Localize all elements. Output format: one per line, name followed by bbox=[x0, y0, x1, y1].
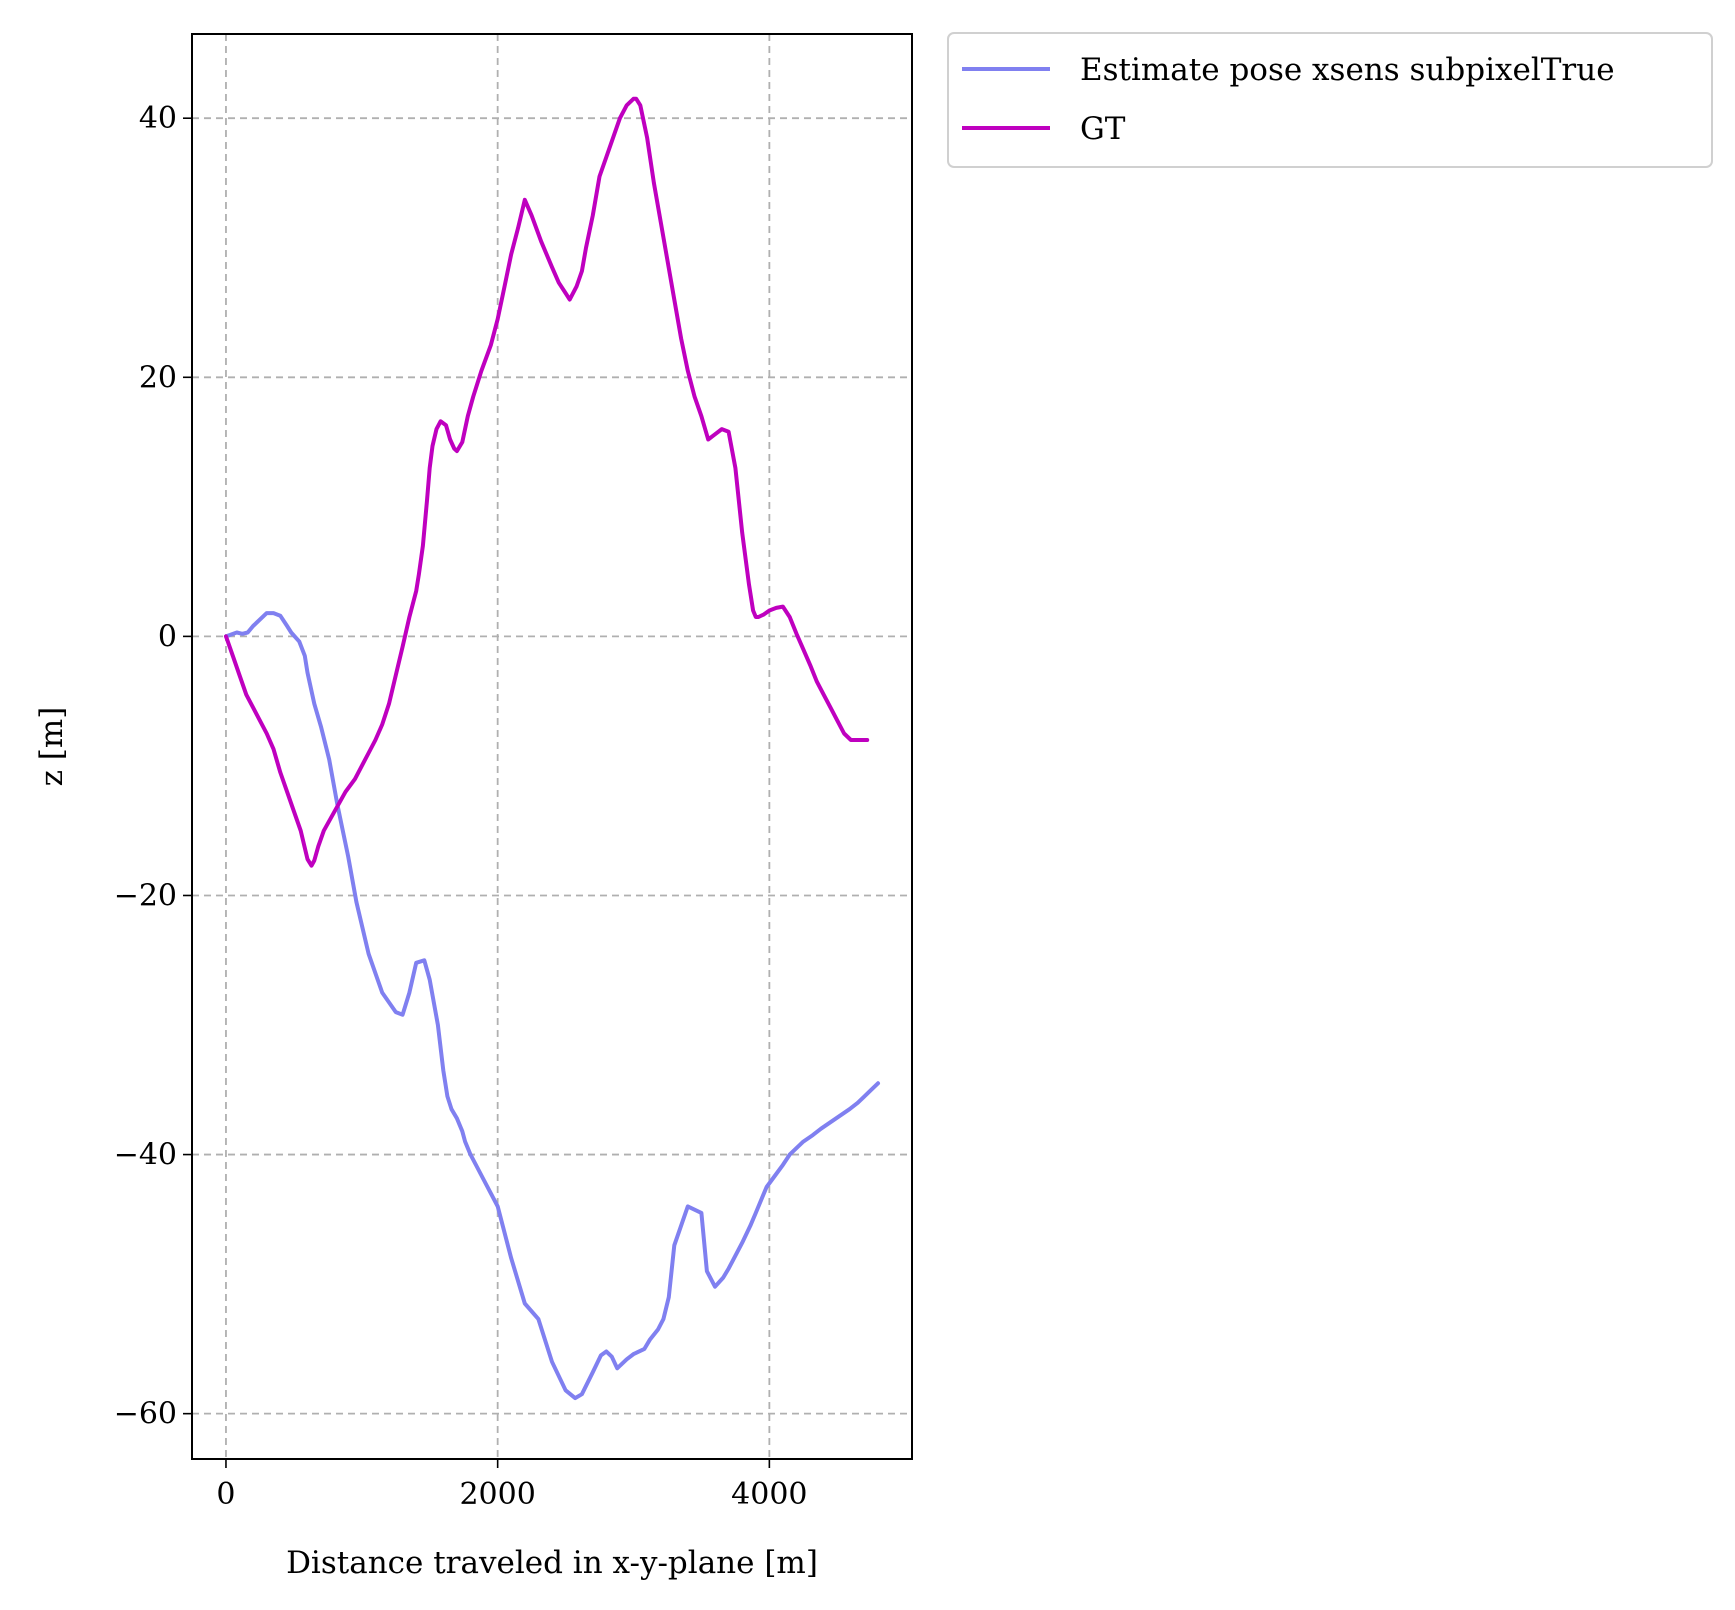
x-tick-label: 4000 bbox=[731, 1477, 807, 1512]
y-tick-label: −40 bbox=[114, 1138, 177, 1173]
legend-label-estimate: Estimate pose xsens subpixelTrue bbox=[1080, 52, 1615, 88]
grid bbox=[192, 34, 912, 1459]
legend-box bbox=[947, 32, 1713, 168]
legend: Estimate pose xsens subpixelTrue GT bbox=[947, 32, 1713, 168]
series-line-estimate bbox=[224, 611, 880, 1401]
y-axis-label: z [m] bbox=[34, 707, 70, 787]
plot-frame bbox=[191, 33, 913, 1460]
y-tick-label: 20 bbox=[139, 360, 177, 395]
y-tick-label: −60 bbox=[114, 1397, 177, 1432]
x-axis-label: Distance traveled in x-y-plane [m] bbox=[286, 1545, 818, 1581]
x-tick-label: 2000 bbox=[459, 1477, 535, 1512]
x-tick-label: 0 bbox=[216, 1477, 235, 1512]
ticks: 0 2000 4000 40 20 0 −20 −40 −60 bbox=[114, 101, 808, 1512]
series-line-gt bbox=[224, 96, 870, 868]
y-tick-label: 40 bbox=[139, 101, 177, 136]
y-tick-label: −20 bbox=[114, 878, 177, 913]
series-layer bbox=[224, 96, 880, 1401]
legend-label-gt: GT bbox=[1080, 111, 1126, 147]
y-tick-label: 0 bbox=[158, 619, 177, 654]
